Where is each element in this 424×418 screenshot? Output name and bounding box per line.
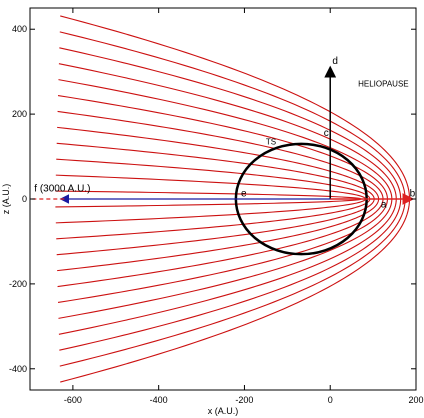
annotation-d: d — [332, 56, 338, 67]
arrows — [30, 65, 415, 205]
streamline — [60, 15, 411, 200]
x-axis-title: x (A.U.) — [208, 406, 239, 416]
annotation-f: f (3000 A.U.) — [34, 183, 90, 194]
streamline — [55, 190, 362, 200]
streamline — [57, 198, 380, 272]
streamline — [55, 198, 362, 208]
annotations: HELIOPAUSE TS a b c d e f (3000 A.U.) — [34, 56, 415, 210]
y-tick-label: 200 — [12, 109, 27, 119]
streamline — [57, 198, 389, 304]
y-tick-label: 400 — [12, 24, 27, 34]
streamline — [58, 198, 397, 335]
y-tick-label: -200 — [9, 279, 27, 289]
annotation-c: c — [324, 128, 329, 139]
annotation-heliopause: HELIOPAUSE — [358, 80, 409, 89]
x-tick-label: -400 — [150, 395, 168, 405]
annotation-b: b — [410, 188, 416, 199]
plot-area — [30, 15, 415, 383]
streamline — [59, 198, 406, 367]
streamline — [59, 31, 406, 200]
x-tick-label: 0 — [328, 395, 333, 405]
streamline — [58, 79, 393, 200]
streamline — [60, 198, 411, 383]
streamline — [59, 47, 402, 200]
streamline — [57, 110, 384, 200]
streamline — [58, 63, 397, 200]
annotation-ts: TS — [266, 138, 276, 147]
x-tick-label: -200 — [235, 395, 253, 405]
streamline — [57, 94, 389, 200]
x-axis-ticks: -600 -400 -200 0 200 — [64, 8, 424, 405]
y-tick-label: -400 — [9, 364, 27, 374]
annotation-e: e — [241, 188, 247, 199]
streamline — [58, 198, 393, 319]
x-tick-label: -600 — [64, 395, 82, 405]
y-axis-ticks: -400 -200 0 200 400 — [9, 24, 416, 374]
y-tick-label: 0 — [22, 194, 27, 204]
streamlines — [55, 15, 411, 383]
streamline — [59, 198, 402, 351]
streamline — [57, 198, 384, 288]
streamline — [57, 126, 380, 200]
x-tick-label: 200 — [408, 395, 423, 405]
annotation-a: a — [381, 199, 387, 210]
streamline — [55, 174, 367, 200]
streamline — [56, 158, 371, 200]
streamline — [56, 198, 371, 240]
y-axis-title: z (A.U.) — [1, 184, 11, 215]
streamline — [55, 198, 367, 224]
